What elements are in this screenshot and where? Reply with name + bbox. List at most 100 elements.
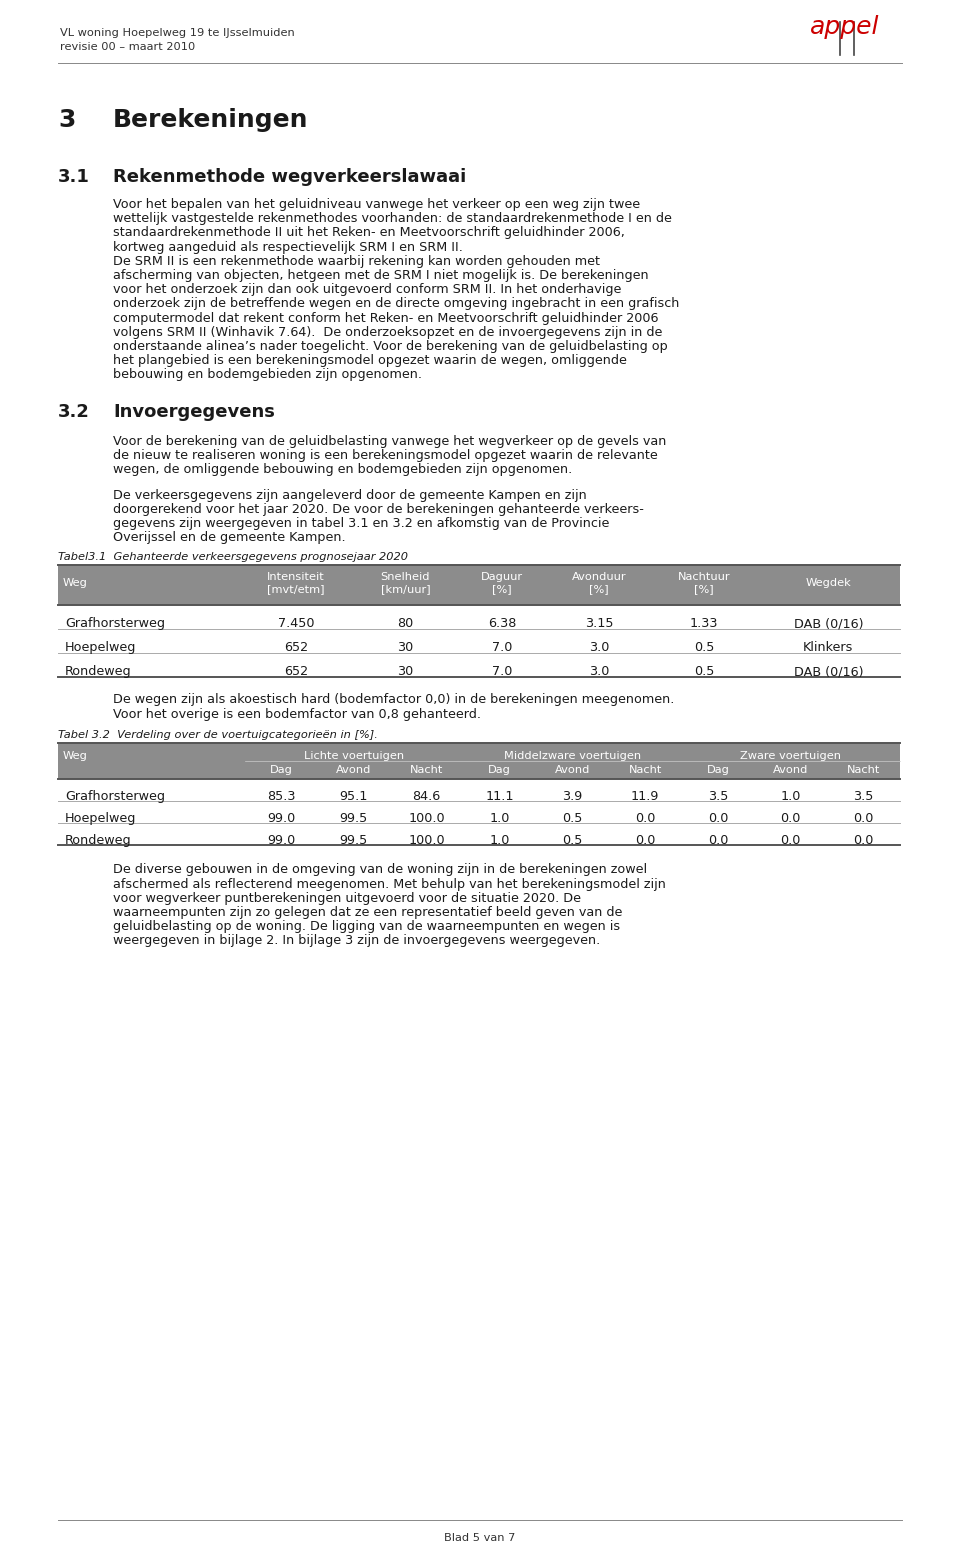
Bar bbox=[58, 744, 900, 780]
Text: Weg: Weg bbox=[63, 578, 88, 589]
Text: kortweg aangeduid als respectievelijk SRM I en SRM II.: kortweg aangeduid als respectievelijk SR… bbox=[113, 241, 463, 253]
Text: 3.9: 3.9 bbox=[563, 790, 583, 803]
Text: 95.1: 95.1 bbox=[340, 790, 368, 803]
Text: 1.0: 1.0 bbox=[490, 812, 510, 825]
Text: 0.5: 0.5 bbox=[694, 665, 714, 679]
Text: 0.0: 0.0 bbox=[853, 812, 874, 825]
Text: 99.5: 99.5 bbox=[340, 812, 368, 825]
Text: 1.0: 1.0 bbox=[490, 834, 510, 848]
Text: revisie 00 – maart 2010: revisie 00 – maart 2010 bbox=[60, 42, 195, 51]
Text: Dag: Dag bbox=[270, 766, 293, 775]
Text: 0.5: 0.5 bbox=[562, 812, 583, 825]
Text: Daguur: Daguur bbox=[481, 573, 523, 582]
Text: Hoepelweg: Hoepelweg bbox=[65, 812, 136, 825]
Text: het plangebied is een berekeningsmodel opgezet waarin de wegen, omliggende: het plangebied is een berekeningsmodel o… bbox=[113, 354, 627, 367]
Text: 80: 80 bbox=[397, 618, 414, 631]
Text: weergegeven in bijlage 2. In bijlage 3 zijn de invoergegevens weergegeven.: weergegeven in bijlage 2. In bijlage 3 z… bbox=[113, 935, 600, 947]
Text: 85.3: 85.3 bbox=[267, 790, 295, 803]
Text: computermodel dat rekent conform het Reken- en Meetvoorschrift geluidhinder 2006: computermodel dat rekent conform het Rek… bbox=[113, 312, 659, 325]
Text: Grafhorsterweg: Grafhorsterweg bbox=[65, 790, 165, 803]
Text: 3: 3 bbox=[58, 109, 76, 132]
Text: 3.0: 3.0 bbox=[588, 641, 610, 654]
Text: standaardrekenmethode II uit het Reken- en Meetvoorschrift geluidhinder 2006,: standaardrekenmethode II uit het Reken- … bbox=[113, 227, 625, 239]
Text: 7.0: 7.0 bbox=[492, 665, 513, 679]
Text: 0.0: 0.0 bbox=[708, 812, 728, 825]
Text: Nacht: Nacht bbox=[847, 766, 880, 775]
Text: Hoepelweg: Hoepelweg bbox=[65, 641, 136, 654]
Text: DAB (0/16): DAB (0/16) bbox=[794, 618, 863, 631]
Text: Voor de berekening van de geluidbelasting vanwege het wegverkeer op de gevels va: Voor de berekening van de geluidbelastin… bbox=[113, 435, 666, 447]
Text: 3.0: 3.0 bbox=[588, 665, 610, 679]
Text: 1.33: 1.33 bbox=[690, 618, 718, 631]
Text: 0.0: 0.0 bbox=[708, 834, 728, 848]
Text: Weg: Weg bbox=[63, 752, 88, 761]
Text: onderzoek zijn de betreffende wegen en de directe omgeving ingebracht in een gra: onderzoek zijn de betreffende wegen en d… bbox=[113, 298, 680, 311]
Text: 652: 652 bbox=[284, 641, 308, 654]
Text: 30: 30 bbox=[397, 641, 414, 654]
Text: Avond: Avond bbox=[773, 766, 808, 775]
Text: 1.0: 1.0 bbox=[780, 790, 801, 803]
Text: Intensiteit: Intensiteit bbox=[267, 573, 324, 582]
Text: Snelheid: Snelheid bbox=[380, 573, 430, 582]
Text: 99.0: 99.0 bbox=[267, 834, 295, 848]
Text: [mvt/etm]: [mvt/etm] bbox=[267, 584, 324, 595]
Text: Nachtuur: Nachtuur bbox=[678, 573, 731, 582]
Text: 6.38: 6.38 bbox=[488, 618, 516, 631]
Text: waarneempunten zijn zo gelegen dat ze een representatief beeld geven van de: waarneempunten zijn zo gelegen dat ze ee… bbox=[113, 905, 622, 919]
Text: 652: 652 bbox=[284, 665, 308, 679]
Text: doorgerekend voor het jaar 2020. De voor de berekeningen gehanteerde verkeers-: doorgerekend voor het jaar 2020. De voor… bbox=[113, 503, 644, 516]
Text: Grafhorsterweg: Grafhorsterweg bbox=[65, 618, 165, 631]
Text: Avond: Avond bbox=[555, 766, 590, 775]
Text: Berekeningen: Berekeningen bbox=[113, 109, 308, 132]
Text: Voor het overige is een bodemfactor van 0,8 gehanteerd.: Voor het overige is een bodemfactor van … bbox=[113, 708, 481, 721]
Text: voor wegverkeer puntberekeningen uitgevoerd voor de situatie 2020. De: voor wegverkeer puntberekeningen uitgevo… bbox=[113, 891, 581, 905]
Text: 100.0: 100.0 bbox=[408, 834, 444, 848]
Text: 7.0: 7.0 bbox=[492, 641, 513, 654]
Text: Dag: Dag bbox=[488, 766, 511, 775]
Text: 0.0: 0.0 bbox=[853, 834, 874, 848]
Text: Dag: Dag bbox=[707, 766, 730, 775]
Text: Wegdek: Wegdek bbox=[805, 578, 852, 589]
Text: DAB (0/16): DAB (0/16) bbox=[794, 665, 863, 679]
Text: 99.0: 99.0 bbox=[267, 812, 295, 825]
Text: afscherming van objecten, hetgeen met de SRM I niet mogelijk is. De berekeningen: afscherming van objecten, hetgeen met de… bbox=[113, 269, 649, 283]
Text: 100.0: 100.0 bbox=[408, 812, 444, 825]
Text: Invoergegevens: Invoergegevens bbox=[113, 402, 275, 421]
Text: volgens SRM II (Winhavik 7.64).  De onderzoeksopzet en de invoergegevens zijn in: volgens SRM II (Winhavik 7.64). De onder… bbox=[113, 326, 662, 339]
Text: Nacht: Nacht bbox=[410, 766, 444, 775]
Text: 0.5: 0.5 bbox=[562, 834, 583, 848]
Text: Tabel 3.2  Verdeling over de voertuigcategorieën in [%].: Tabel 3.2 Verdeling over de voertuigcate… bbox=[58, 730, 378, 741]
Text: Rondeweg: Rondeweg bbox=[65, 665, 132, 679]
Text: Avond: Avond bbox=[336, 766, 372, 775]
Text: 3.5: 3.5 bbox=[708, 790, 728, 803]
Text: geluidbelasting op de woning. De ligging van de waarneempunten en wegen is: geluidbelasting op de woning. De ligging… bbox=[113, 921, 620, 933]
Text: 0.0: 0.0 bbox=[780, 812, 801, 825]
Text: gegevens zijn weergegeven in tabel 3.1 en 3.2 en afkomstig van de Provincie: gegevens zijn weergegeven in tabel 3.1 e… bbox=[113, 517, 610, 530]
Text: bebouwing en bodemgebieden zijn opgenomen.: bebouwing en bodemgebieden zijn opgenome… bbox=[113, 368, 422, 382]
Text: Overijssel en de gemeente Kampen.: Overijssel en de gemeente Kampen. bbox=[113, 531, 346, 544]
Text: De wegen zijn als akoestisch hard (bodemfactor 0,0) in de berekeningen meegenome: De wegen zijn als akoestisch hard (bodem… bbox=[113, 694, 674, 707]
Text: 0.0: 0.0 bbox=[780, 834, 801, 848]
Text: appel: appel bbox=[810, 16, 879, 39]
Text: Voor het bepalen van het geluidniveau vanwege het verkeer op een weg zijn twee: Voor het bepalen van het geluidniveau va… bbox=[113, 197, 640, 211]
Text: 3.5: 3.5 bbox=[853, 790, 874, 803]
Text: De diverse gebouwen in de omgeving van de woning zijn in de berekeningen zowel: De diverse gebouwen in de omgeving van d… bbox=[113, 863, 647, 876]
Text: [%]: [%] bbox=[589, 584, 609, 595]
Text: 0.0: 0.0 bbox=[635, 834, 656, 848]
Text: 99.5: 99.5 bbox=[340, 834, 368, 848]
Text: De SRM II is een rekenmethode waarbij rekening kan worden gehouden met: De SRM II is een rekenmethode waarbij re… bbox=[113, 255, 600, 267]
Text: onderstaande alinea’s nader toegelicht. Voor de berekening van de geluidbelastin: onderstaande alinea’s nader toegelicht. … bbox=[113, 340, 668, 353]
Text: 3.15: 3.15 bbox=[585, 618, 613, 631]
Text: wegen, de omliggende bebouwing en bodemgebieden zijn opgenomen.: wegen, de omliggende bebouwing en bodemg… bbox=[113, 463, 572, 477]
Text: VL woning Hoepelweg 19 te IJsselmuiden: VL woning Hoepelweg 19 te IJsselmuiden bbox=[60, 28, 295, 37]
Text: 0.5: 0.5 bbox=[694, 641, 714, 654]
Text: 84.6: 84.6 bbox=[413, 790, 441, 803]
Text: Tabel3.1  Gehanteerde verkeersgegevens prognosejaar 2020: Tabel3.1 Gehanteerde verkeersgegevens pr… bbox=[58, 553, 408, 562]
Text: 3.2: 3.2 bbox=[58, 402, 90, 421]
Text: Blad 5 van 7: Blad 5 van 7 bbox=[444, 1533, 516, 1544]
Text: [%]: [%] bbox=[694, 584, 714, 595]
Text: De verkeersgegevens zijn aangeleverd door de gemeente Kampen en zijn: De verkeersgegevens zijn aangeleverd doo… bbox=[113, 489, 587, 502]
Text: Middelzware voertuigen: Middelzware voertuigen bbox=[504, 752, 641, 761]
Text: Avonduur: Avonduur bbox=[571, 573, 626, 582]
Text: wettelijk vastgestelde rekenmethodes voorhanden: de standaardrekenmethode I en d: wettelijk vastgestelde rekenmethodes voo… bbox=[113, 213, 672, 225]
